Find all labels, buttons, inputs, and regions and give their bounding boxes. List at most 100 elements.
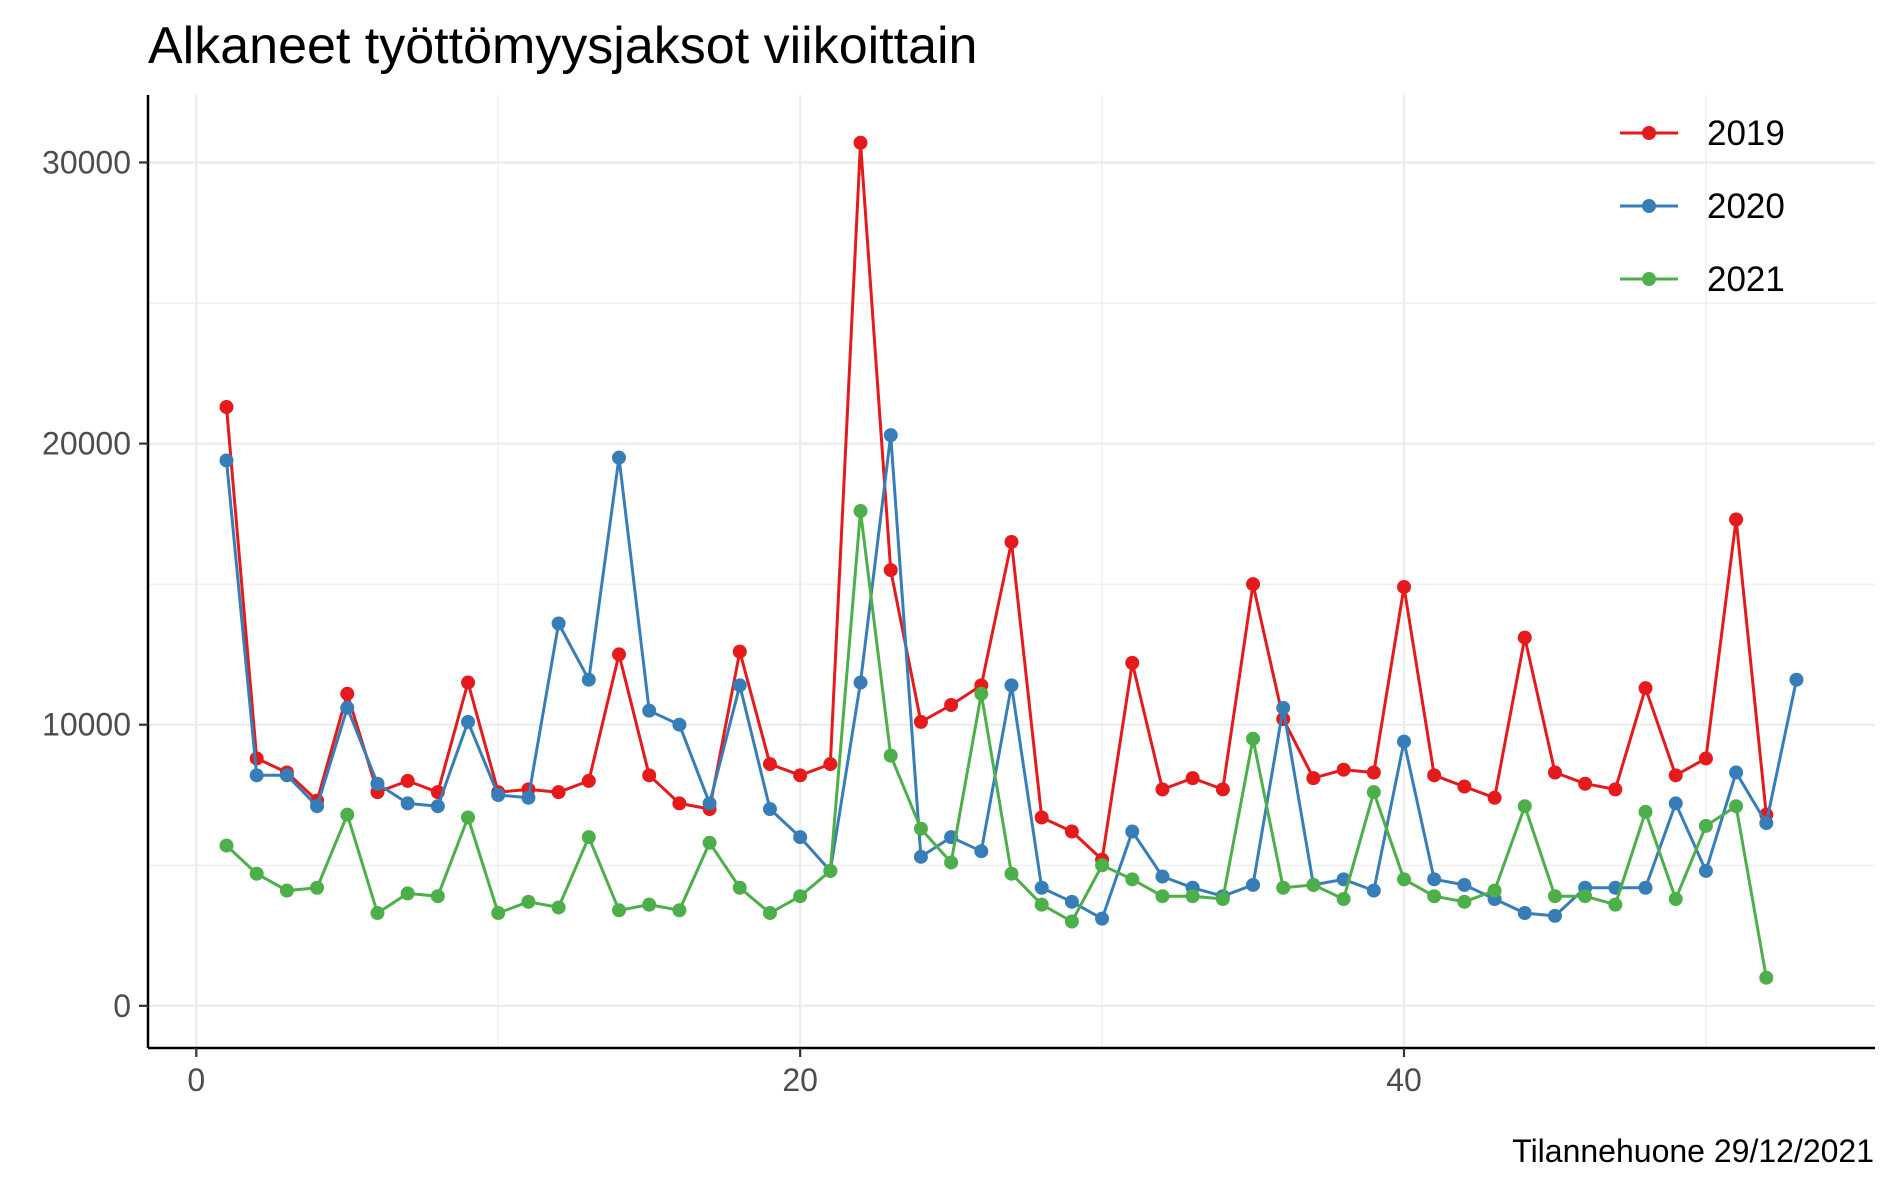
data-point-2019 [793,768,808,783]
data-point-2021 [1276,880,1291,895]
data-point-2019 [1125,655,1140,670]
data-point-2019 [1034,810,1049,825]
data-point-2021 [1427,889,1442,904]
data-point-2019 [1397,579,1411,594]
data-point-2020 [249,768,264,783]
gridlines [148,95,1875,1048]
data-point-2019 [340,686,355,701]
legend-item-2020: 2020 [1620,187,1785,226]
data-point-2021 [310,880,325,895]
data-point-2021 [1125,872,1140,887]
data-point-2021 [1578,889,1593,904]
data-point-2020 [1155,869,1170,884]
data-point-2019 [823,757,838,772]
data-point-2020 [1517,906,1532,921]
data-point-2019 [1698,751,1713,766]
data-point-2020 [430,799,445,814]
legend-marker-2021 [1642,272,1656,286]
data-point-2020 [1095,911,1110,926]
data-point-2019 [1004,534,1019,549]
data-point-2019 [1457,779,1472,794]
data-point-2020 [551,616,566,631]
data-point-2021 [974,686,989,701]
data-point-2019 [249,751,264,766]
data-point-2021 [853,504,868,519]
data-point-2019 [883,563,898,578]
data-point-2020 [491,787,506,802]
data-point-2019 [944,698,959,713]
data-point-2021 [1155,889,1170,904]
data-point-2019 [1366,765,1381,780]
chart-title: Alkaneet työttömyysjaksot viikoittain [148,17,977,75]
data-point-2020 [1366,883,1381,898]
data-point-2021 [1487,883,1502,898]
data-point-2019 [853,135,868,150]
data-point-2020 [219,453,234,468]
data-point-2021 [1547,889,1562,904]
data-point-2019 [1246,577,1261,592]
data-point-2021 [521,894,536,909]
data-point-2021 [1366,785,1381,800]
data-point-2020 [400,796,415,811]
legend-label-2019: 2019 [1707,114,1785,153]
data-point-2019 [1155,782,1170,797]
data-point-2021 [944,855,959,870]
x-tick-label: 40 [1386,1062,1422,1098]
data-point-2019 [1638,681,1653,696]
data-point-2020 [974,844,989,859]
series-2019 [219,135,1774,867]
data-point-2019 [1517,630,1532,645]
data-point-2020 [732,678,747,693]
data-point-2020 [913,849,928,864]
legend-label-2021: 2021 [1707,260,1785,299]
data-point-2021 [1306,877,1321,892]
data-point-2021 [1668,892,1683,907]
data-point-2020 [1457,877,1472,892]
data-point-2020 [461,714,476,729]
data-point-2019 [1668,768,1683,783]
legend-item-2021: 2021 [1620,260,1785,299]
data-point-2020 [672,717,687,732]
data-point-2021 [581,830,596,845]
data-point-2021 [793,889,808,904]
data-point-2019 [1064,824,1079,839]
data-point-2021 [1004,866,1019,881]
data-point-2019 [1185,771,1200,786]
axes: 0 10000 20000 30000 0 20 40 [42,95,1875,1098]
series-2020 [219,428,1804,926]
series-2021 [219,504,1774,985]
data-point-2019 [762,757,777,772]
y-tick-label: 0 [113,988,131,1024]
data-point-2019 [732,644,747,659]
data-point-2021 [1638,804,1653,819]
series-line-2019 [225,141,1768,862]
data-point-2021 [913,821,928,836]
series-layer [219,135,1804,985]
data-point-2021 [612,903,626,918]
data-point-2021 [702,835,717,850]
y-tick-label: 10000 [42,707,131,743]
data-point-2021 [1608,897,1623,912]
data-point-2021 [219,838,234,853]
data-point-2021 [491,906,506,921]
data-point-2021 [1729,799,1744,814]
data-point-2019 [612,647,626,662]
data-point-2020 [612,450,626,465]
data-point-2021 [1517,799,1532,814]
data-point-2019 [551,785,566,800]
data-point-2020 [1034,880,1049,895]
data-point-2019 [1487,790,1502,805]
data-point-2021 [340,807,355,822]
data-point-2021 [461,810,476,825]
legend-item-2019: 2019 [1620,114,1785,153]
data-point-2020 [853,675,868,690]
data-point-2020 [1638,880,1653,895]
data-point-2020 [1789,672,1804,687]
plot-area: 0 10000 20000 30000 0 20 40 [42,95,1875,1098]
data-point-2021 [883,748,898,763]
y-tick-label: 20000 [42,426,131,462]
data-point-2020 [1729,765,1744,780]
data-point-2020 [1004,678,1019,693]
data-point-2020 [370,776,385,791]
data-point-2020 [762,802,777,817]
